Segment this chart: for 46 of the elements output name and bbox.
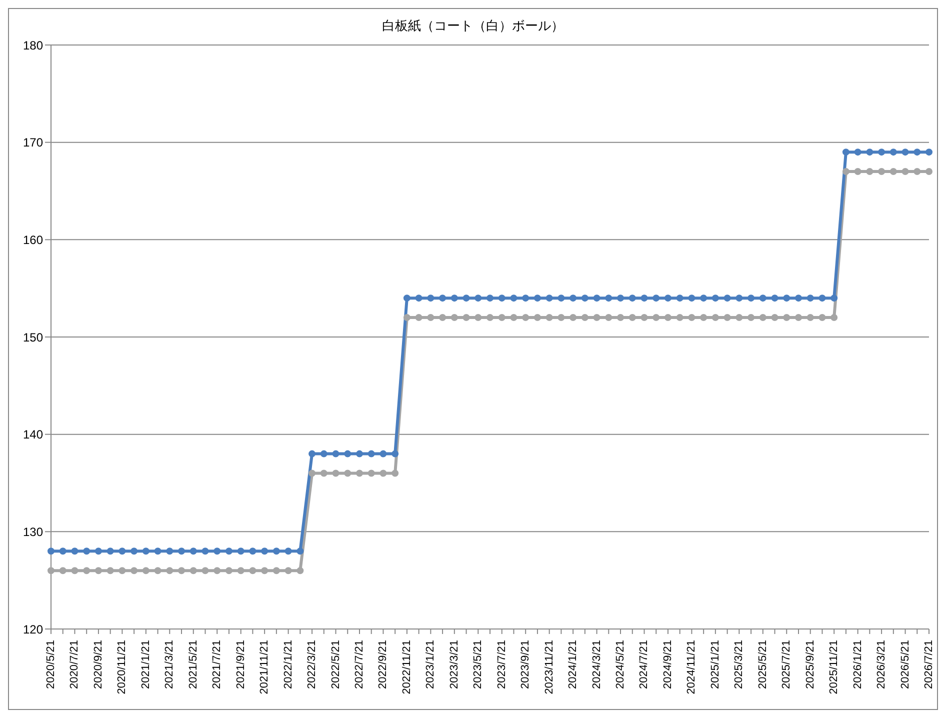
x-tick-label: 2025/9/21 xyxy=(804,640,816,689)
x-tick-label: 2020/9/21 xyxy=(92,640,104,689)
y-tick-label: 170 xyxy=(22,136,44,150)
x-tick-label: 2020/5/21 xyxy=(45,640,57,689)
x-tick-label: 2022/7/21 xyxy=(353,640,366,689)
y-tick-label: 180 xyxy=(22,38,44,52)
x-tick-label: 2025/5/21 xyxy=(756,640,769,689)
x-tick-label: 2021/9/21 xyxy=(234,640,247,689)
x-tick-label: 2024/5/21 xyxy=(614,640,627,689)
x-tick-label: 2023/11/21 xyxy=(543,640,556,694)
y-tick-label: 160 xyxy=(22,232,44,247)
x-tick-label: 2020/7/21 xyxy=(68,640,81,689)
x-tick-label: 2023/7/21 xyxy=(496,640,508,689)
x-tick-label: 2024/9/21 xyxy=(662,640,674,689)
x-tick-label: 2024/3/21 xyxy=(590,640,603,689)
x-tick-label: 2022/3/21 xyxy=(306,640,318,689)
x-tick-label: 2021/3/21 xyxy=(164,640,176,689)
x-tick-label: 2026/5/21 xyxy=(899,640,912,689)
x-tick-label: 2023/9/21 xyxy=(520,640,532,689)
x-tick-label: 2025/7/21 xyxy=(780,640,793,689)
x-tick-label: 2023/1/21 xyxy=(424,640,437,689)
x-tick-label: 2026/3/21 xyxy=(876,640,888,689)
x-tick-label: 2023/3/21 xyxy=(448,640,460,689)
x-tick-label: 2022/11/21 xyxy=(400,640,413,694)
x-tick-label: 2021/1/21 xyxy=(140,640,152,689)
y-tick-label: 120 xyxy=(22,622,44,636)
y-tick-label: 130 xyxy=(22,524,44,539)
y-tick-label: 140 xyxy=(22,428,44,442)
x-tick-label: 2024/1/21 xyxy=(567,640,580,689)
x-tick-label: 2022/5/21 xyxy=(330,640,342,689)
x-tick-label: 2024/7/21 xyxy=(638,640,650,689)
x-tick-label: 2025/1/21 xyxy=(709,640,722,689)
x-tick-label: 2021/7/21 xyxy=(211,640,224,689)
x-tick-label: 2026/1/21 xyxy=(852,640,864,689)
x-tick-label: 2023/5/21 xyxy=(472,640,484,689)
x-tick-label: 2024/11/21 xyxy=(686,640,698,694)
x-tick-label: 2026/7/21 xyxy=(923,640,935,689)
x-tick-label: 2022/9/21 xyxy=(377,640,390,689)
x-tick-label: 2020/11/21 xyxy=(116,640,128,694)
x-tick-label: 2021/11/21 xyxy=(258,640,271,694)
x-tick-label: 2025/11/21 xyxy=(828,640,840,694)
x-tick-label: 2021/5/21 xyxy=(187,640,200,689)
chart-title: 白板紙（コート（白）ボール） xyxy=(381,17,565,35)
x-tick-label: 2022/1/21 xyxy=(282,640,294,689)
y-tick-label: 150 xyxy=(22,330,44,344)
x-tick-label: 2025/3/21 xyxy=(733,640,746,689)
